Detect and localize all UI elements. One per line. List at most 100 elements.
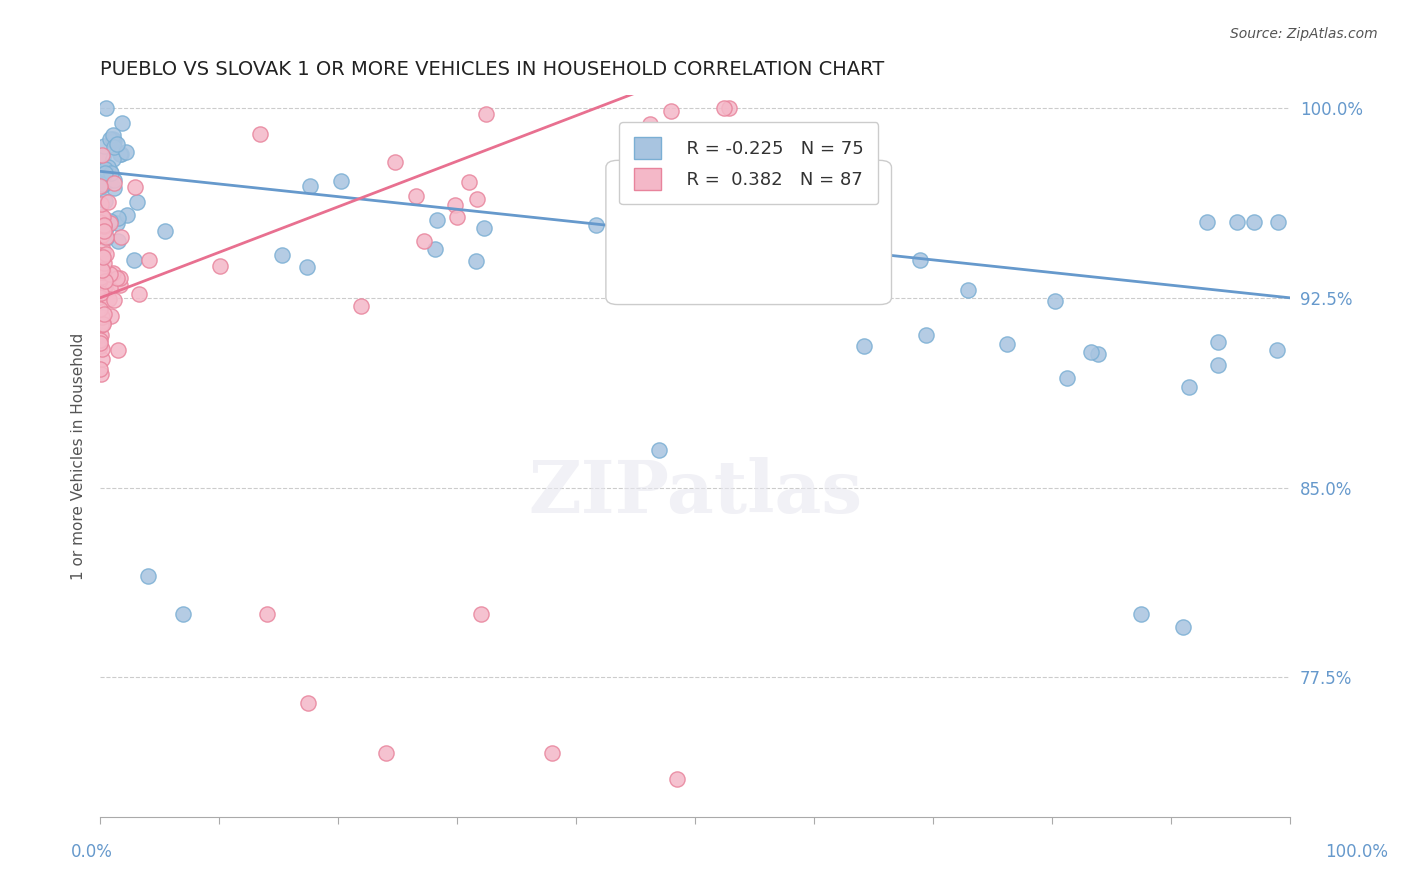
Pueblo <box>465 254 488 268</box>
Pueblo <box>1208 358 1230 372</box>
Slovaks <box>94 280 117 294</box>
Pueblo <box>89 154 111 169</box>
Pueblo <box>426 213 449 227</box>
Slovaks <box>405 189 427 203</box>
Slovaks <box>91 316 114 330</box>
Text: 0.0%: 0.0% <box>70 843 112 861</box>
Slovaks <box>89 214 111 228</box>
Slovaks <box>91 222 114 236</box>
Slovaks <box>89 263 111 277</box>
Pueblo <box>89 152 111 166</box>
Pueblo <box>91 150 114 164</box>
Slovaks <box>96 230 118 244</box>
Pueblo <box>98 214 121 228</box>
Slovaks <box>93 256 115 270</box>
Pueblo <box>91 177 114 191</box>
Text: PUEBLO VS SLOVAK 1 OR MORE VEHICLES IN HOUSEHOLD CORRELATION CHART: PUEBLO VS SLOVAK 1 OR MORE VEHICLES IN H… <box>100 60 884 78</box>
Slovaks <box>90 283 112 297</box>
Pueblo <box>423 242 446 256</box>
Pueblo <box>1043 294 1066 309</box>
Slovaks <box>90 148 112 162</box>
Slovaks <box>412 234 434 248</box>
Slovaks <box>91 263 114 277</box>
Slovaks <box>384 154 406 169</box>
Slovaks <box>90 228 112 243</box>
Pueblo <box>910 253 932 268</box>
Slovaks <box>444 198 467 212</box>
Pueblo <box>94 231 117 245</box>
Pueblo <box>1243 215 1265 229</box>
Slovaks <box>90 368 112 382</box>
Slovaks <box>100 309 122 323</box>
Slovaks <box>91 342 114 356</box>
Slovaks <box>91 250 114 264</box>
Pueblo <box>98 216 121 230</box>
Pueblo <box>105 137 128 152</box>
Pueblo <box>914 328 936 343</box>
Slovaks <box>541 746 564 760</box>
Pueblo <box>98 173 121 187</box>
Pueblo <box>678 238 700 252</box>
Pueblo <box>103 134 125 148</box>
Slovaks <box>91 211 114 226</box>
Slovaks <box>89 179 111 194</box>
Slovaks <box>89 301 111 316</box>
Slovaks <box>458 176 481 190</box>
Pueblo <box>96 220 118 235</box>
FancyBboxPatch shape <box>606 161 891 304</box>
Slovaks <box>297 696 319 710</box>
Pueblo <box>330 174 353 188</box>
Slovaks <box>110 271 132 285</box>
Pueblo <box>853 339 876 353</box>
Slovaks <box>89 290 111 304</box>
Slovaks <box>128 286 150 301</box>
Slovaks <box>107 343 129 357</box>
Pueblo <box>98 164 121 178</box>
Pueblo <box>97 161 120 175</box>
Pueblo <box>1208 334 1230 349</box>
Slovaks <box>470 607 492 621</box>
Pueblo <box>111 116 134 130</box>
Slovaks <box>90 310 112 324</box>
Slovaks <box>89 339 111 353</box>
Pueblo <box>122 253 145 268</box>
Slovaks <box>98 267 121 281</box>
Slovaks <box>91 352 114 367</box>
Slovaks <box>93 274 115 288</box>
Y-axis label: 1 or more Vehicles in Household: 1 or more Vehicles in Household <box>72 333 86 580</box>
Pueblo <box>1226 215 1249 229</box>
Pueblo <box>298 179 321 194</box>
Slovaks <box>93 224 115 238</box>
Pueblo <box>110 146 132 161</box>
Pueblo <box>89 212 111 227</box>
Pueblo <box>1080 345 1102 359</box>
Text: 100.0%: 100.0% <box>1326 843 1388 861</box>
Pueblo <box>115 145 138 159</box>
Slovaks <box>108 278 131 293</box>
Pueblo <box>1056 370 1078 384</box>
Pueblo <box>89 173 111 187</box>
Pueblo <box>796 244 818 259</box>
Slovaks <box>124 180 146 194</box>
Slovaks <box>97 195 120 210</box>
Pueblo <box>103 173 125 187</box>
Pueblo <box>648 442 671 457</box>
Slovaks <box>91 243 114 257</box>
Pueblo <box>91 168 114 182</box>
Pueblo <box>620 264 643 278</box>
Slovaks <box>98 292 121 306</box>
Slovaks <box>89 272 111 286</box>
Pueblo <box>1171 620 1194 634</box>
Slovaks <box>89 265 111 279</box>
Pueblo <box>90 250 112 264</box>
Slovaks <box>138 252 160 267</box>
Pueblo <box>585 218 607 232</box>
Slovaks <box>93 308 115 322</box>
Slovaks <box>91 228 114 243</box>
Pueblo <box>155 224 177 238</box>
Pueblo <box>101 152 124 166</box>
Pueblo <box>472 220 495 235</box>
Slovaks <box>89 362 111 376</box>
Pueblo <box>91 178 114 192</box>
Slovaks <box>89 273 111 287</box>
